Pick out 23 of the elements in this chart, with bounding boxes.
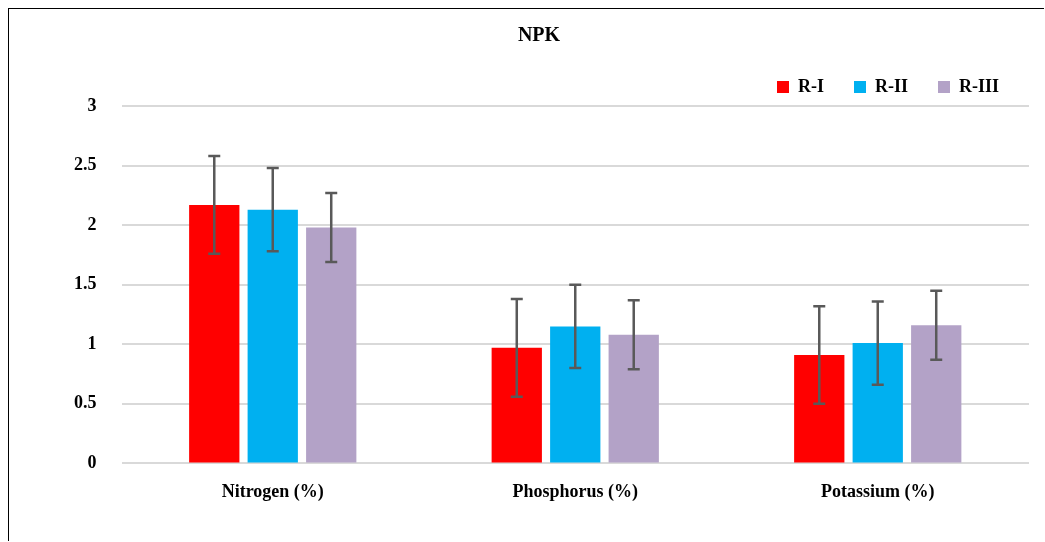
bar [491, 347, 542, 463]
y-tick-label: 1.5 [74, 273, 97, 294]
bar [247, 209, 298, 463]
legend-label: R-III [958, 75, 1000, 96]
x-tick-label: Nitrogen (%) [221, 480, 324, 502]
bar [608, 334, 659, 463]
bar [189, 204, 240, 463]
x-tick-label: Potassium (%) [821, 480, 935, 502]
y-tick-label: 3 [87, 94, 97, 115]
bar [306, 227, 357, 463]
bar [550, 326, 601, 463]
y-tick-label: 0.5 [74, 392, 97, 413]
bar [794, 354, 845, 463]
bar [911, 325, 962, 463]
y-tick-label: 2.5 [74, 154, 97, 175]
y-tick-label: 1 [87, 332, 97, 353]
y-tick-label: 0 [87, 452, 97, 473]
legend-label: R-II [874, 75, 908, 96]
legend-label: R-I [797, 75, 824, 96]
y-tick-label: 2 [87, 213, 97, 234]
x-tick-label: Phosphorus (%) [512, 480, 639, 502]
chart-title: NPK [517, 23, 561, 46]
bar [852, 343, 903, 463]
